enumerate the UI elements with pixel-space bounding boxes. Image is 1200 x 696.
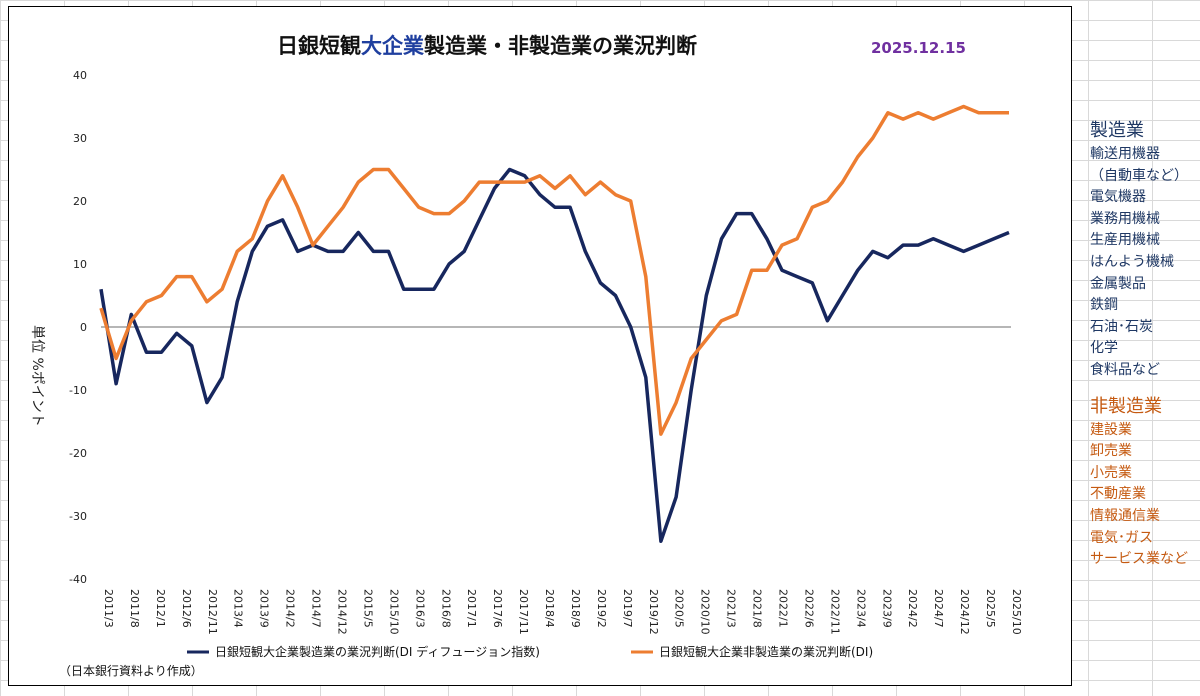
x-tick-label: 2011/8 [128, 589, 141, 628]
x-tick-label: 2017/11 [517, 589, 530, 635]
manufacturing-item: 金属製品 [1090, 275, 1146, 292]
x-tick-label: 2020/5 [673, 589, 686, 628]
x-tick-label: 2018/4 [543, 589, 556, 628]
x-tick-label: 2021/3 [725, 589, 738, 628]
x-tick-label: 2022/11 [828, 589, 841, 635]
x-tick-label: 2022/1 [777, 589, 790, 628]
non-manufacturing-item: 電気･ガス [1090, 529, 1153, 546]
manufacturing-item: 業務用機械 [1090, 210, 1160, 227]
manufacturing-industries: 製造業 輸送用機器 （自動車など） 電気機器 業務用機械 生産用機械 はんよう機… [1090, 118, 1200, 382]
x-tick-label: 2025/5 [984, 589, 997, 628]
x-tick-label: 2015/5 [361, 589, 374, 628]
y-tick-labels: 40 30 20 10 0 -10 -20 -30 -40 [69, 69, 87, 586]
y-tick-label: 30 [73, 132, 87, 145]
y-tick-label: 0 [80, 321, 87, 334]
manufacturing-item: はんよう機械 [1090, 253, 1174, 270]
manufacturing-item: 化学 [1090, 340, 1118, 357]
x-tick-label: 2012/1 [154, 589, 167, 628]
y-tick-label: 40 [73, 69, 87, 82]
manufacturing-item: 生産用機械 [1090, 232, 1160, 249]
x-tick-label: 2013/9 [258, 589, 271, 628]
y-tick-label: -40 [69, 573, 87, 586]
chart-title-part-2: 大企業 [361, 34, 425, 58]
non-manufacturing-heading: 非製造業 [1090, 395, 1162, 417]
chart-title-part-1: 日銀短観 [277, 34, 361, 58]
x-tick-label: 2018/9 [569, 589, 582, 628]
x-tick-label: 2011/3 [102, 589, 115, 628]
non-manufacturing-item: 不動産業 [1090, 486, 1146, 503]
y-tick-label: -20 [69, 447, 87, 460]
x-tick-label: 2019/2 [595, 589, 608, 628]
y-tick-label: -30 [69, 510, 87, 523]
x-tick-label: 2024/7 [932, 589, 945, 628]
x-tick-label: 2014/12 [335, 589, 348, 635]
x-tick-label: 2019/12 [647, 589, 660, 635]
x-tick-label: 2024/2 [906, 589, 919, 628]
series-line-non-manufacturing [99, 104, 1009, 436]
x-tick-label: 2019/7 [621, 589, 634, 628]
side-notes: 製造業 輸送用機器 （自動車など） 電気機器 業務用機械 生産用機械 はんよう機… [1090, 118, 1200, 571]
chart-title: 日銀短観大企業製造業・非製造業の業況判断 [277, 34, 697, 58]
x-tick-label: 2016/3 [413, 589, 426, 628]
non-manufacturing-industries: 非製造業 建設業 卸売業 小売業 不動産業 情報通信業 電気･ガス サービス業な… [1090, 394, 1200, 571]
legend-label-non-manufacturing: 日銀短観大企業非製造業の業況判断(DI) [659, 644, 873, 659]
non-manufacturing-item: 卸売業 [1090, 443, 1132, 460]
non-manufacturing-item: 小売業 [1090, 464, 1132, 481]
x-tick-label: 2012/11 [206, 589, 219, 635]
manufacturing-item: 鉄鋼 [1090, 297, 1118, 314]
x-tick-label: 2013/4 [232, 589, 245, 628]
chart-frame: 日銀短観大企業製造業・非製造業の業況判断 2025.12.15 単位 %ポイント… [8, 6, 1072, 686]
chart-title-part-3: 製造業・非製造業の業況判断 [423, 34, 697, 58]
x-tick-label: 2023/9 [880, 589, 893, 628]
x-tick-label: 2017/1 [465, 589, 478, 628]
y-tick-label: 20 [73, 195, 87, 208]
manufacturing-item: （自動車など） [1090, 167, 1188, 184]
x-tick-label: 2023/4 [854, 589, 867, 628]
manufacturing-item: 石油･石炭 [1090, 318, 1153, 335]
x-tick-label: 2020/10 [699, 589, 712, 635]
y-tick-label: 10 [73, 258, 87, 271]
non-manufacturing-item: 情報通信業 [1090, 507, 1160, 524]
x-tick-label: 2016/8 [439, 589, 452, 628]
x-tick-label: 2014/7 [310, 589, 323, 628]
non-manufacturing-item: 建設業 [1090, 421, 1132, 438]
x-tick-label: 2024/12 [958, 589, 971, 635]
x-tick-label: 2014/2 [284, 589, 297, 628]
non-manufacturing-item: サービス業など [1090, 551, 1188, 568]
x-tick-label: 2025/10 [1010, 589, 1023, 635]
report-date: 2025.12.15 [871, 39, 966, 57]
manufacturing-heading: 製造業 [1090, 120, 1144, 141]
x-tick-label: 2021/8 [751, 589, 764, 628]
x-tick-label: 2012/6 [180, 589, 193, 628]
y-tick-label: -10 [69, 384, 87, 397]
series-line-manufacturing [99, 167, 1010, 543]
x-tick-label: 2015/10 [387, 589, 400, 635]
chart-svg: 日銀短観大企業製造業・非製造業の業況判断 2025.12.15 単位 %ポイント… [29, 34, 1023, 678]
x-tick-labels: 2011/3 2011/8 2012/1 2012/6 2012/11 2013/4 201… [102, 589, 1023, 635]
x-tick-label: 2022/6 [802, 589, 815, 628]
source-note: （日本銀行資料より作成） [59, 664, 203, 678]
legend-label-manufacturing: 日銀短観大企業製造業の業況判断(DI ディフュージョン指数) [215, 644, 540, 659]
manufacturing-item: 食料品など [1090, 361, 1160, 378]
y-axis-label: 単位 %ポイント [29, 325, 45, 427]
manufacturing-item: 輸送用機器 [1090, 146, 1160, 162]
x-tick-label: 2017/6 [491, 589, 504, 628]
manufacturing-item: 電気機器 [1090, 189, 1146, 206]
